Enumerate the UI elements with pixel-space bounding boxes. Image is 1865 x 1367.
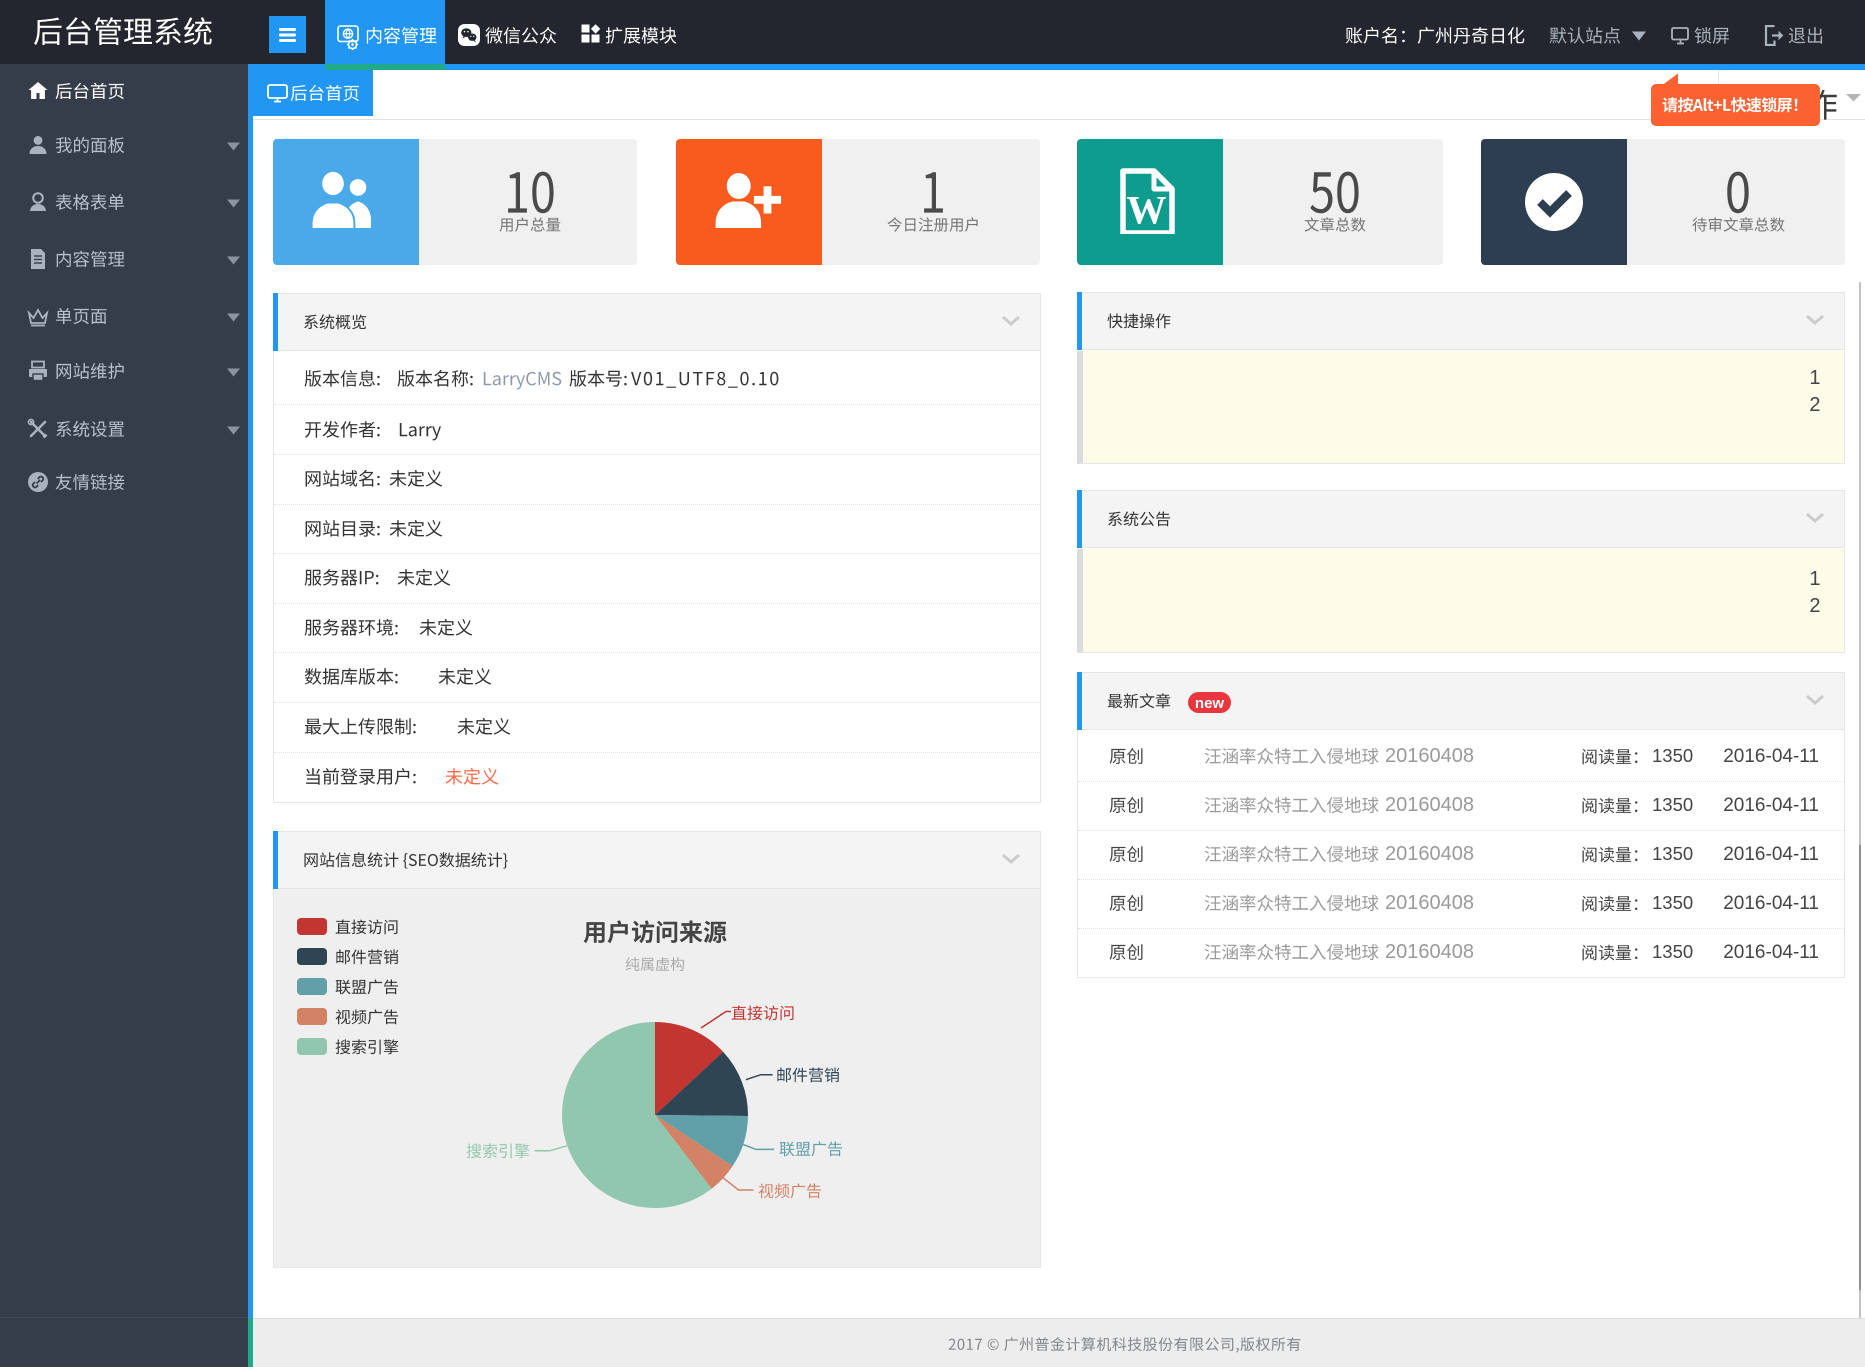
svg-text:W: W: [1127, 188, 1167, 233]
